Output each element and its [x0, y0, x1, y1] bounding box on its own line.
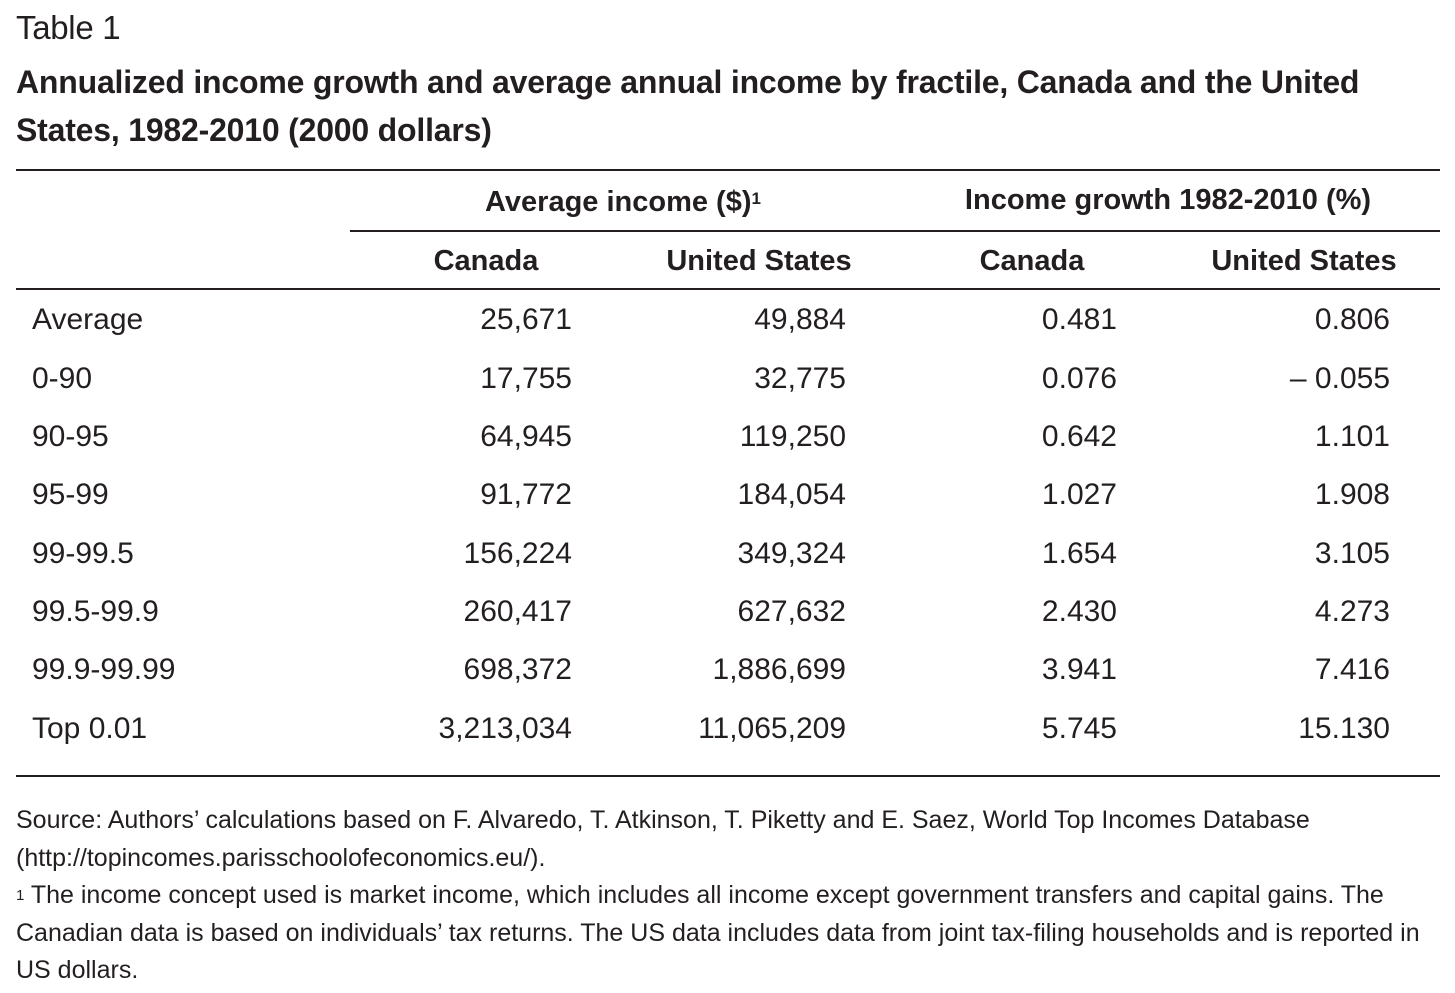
cell-us-income: 349,324	[737, 537, 846, 570]
group-header-average-income-label: Average income ($)	[485, 186, 752, 218]
footnote: 1 The income concept used is market inco…	[16, 877, 1441, 990]
row-label: 99-99.5	[32, 537, 134, 570]
group-header-rule	[350, 230, 1440, 232]
cell-canada-growth: 1.027	[1041, 478, 1117, 511]
column-header-us-income: United States	[666, 245, 852, 277]
top-rule	[16, 169, 1440, 171]
cell-us-growth: 0.806	[1314, 303, 1390, 336]
row-label: 95-99	[32, 478, 109, 511]
column-header-us-growth: United States	[1211, 245, 1397, 277]
footnote-mark-1: 1	[751, 189, 761, 208]
cell-us-growth: 15.130	[1298, 712, 1390, 745]
table-notes: Source: Authors’ calculations based on F…	[16, 802, 1441, 990]
cell-canada-income: 91,772	[480, 478, 572, 511]
cell-us-income: 11,065,209	[698, 712, 846, 745]
header-bottom-rule	[16, 288, 1440, 290]
cell-us-income: 184,054	[737, 478, 846, 511]
cell-canada-income: 64,945	[480, 420, 572, 453]
cell-canada-growth: 3.941	[1041, 653, 1117, 686]
cell-us-growth: 1.908	[1314, 478, 1390, 511]
footnote-text: The income concept used is market income…	[16, 881, 1420, 984]
row-label: Top 0.01	[32, 712, 148, 745]
cell-us-income: 1,886,699	[712, 653, 846, 686]
cell-canada-income: 25,671	[480, 303, 572, 336]
cell-canada-income: 156,224	[463, 537, 572, 570]
cell-us-growth: 1.101	[1314, 420, 1390, 453]
bottom-rule	[16, 775, 1440, 777]
source-note: Source: Authors’ calculations based on F…	[16, 806, 1310, 872]
row-label: 99.5-99.9	[32, 595, 159, 628]
group-header-income-growth: Income growth 1982-2010 (%)	[964, 184, 1372, 216]
cell-canada-growth: 0.076	[1041, 362, 1117, 395]
cell-canada-growth: 0.481	[1041, 303, 1117, 336]
cell-canada-growth: 2.430	[1041, 595, 1117, 628]
row-label: Average	[32, 303, 144, 336]
cell-us-income: 32,775	[754, 362, 846, 395]
cell-us-growth: – 0.055	[1289, 362, 1390, 395]
cell-us-income: 49,884	[754, 303, 846, 336]
cell-us-income: 119,250	[739, 420, 846, 453]
row-label: 0-90	[32, 362, 93, 395]
row-label: 90-95	[32, 420, 109, 453]
cell-canada-income: 698,372	[463, 653, 572, 686]
group-header-average-income: Average income ($)1	[350, 184, 896, 220]
row-label: 99.9-99.99	[32, 653, 176, 686]
cell-canada-income: 260,417	[463, 595, 572, 628]
cell-us-income: 627,632	[737, 595, 846, 628]
table-title: Annualized income growth and average ann…	[16, 64, 1360, 148]
cell-canada-growth: 0.642	[1041, 420, 1117, 453]
column-header-canada-income: Canada	[433, 245, 539, 277]
cell-canada-income: 3,213,034	[438, 712, 572, 745]
cell-canada-growth: 5.745	[1041, 712, 1117, 745]
cell-us-growth: 4.273	[1314, 595, 1390, 628]
cell-canada-income: 17,755	[480, 362, 572, 395]
cell-us-growth: 3.105	[1314, 537, 1390, 570]
cell-canada-growth: 1.654	[1041, 537, 1117, 570]
table-label: Table 1	[16, 9, 121, 46]
cell-us-growth: 7.416	[1314, 653, 1390, 686]
column-header-canada-growth: Canada	[979, 245, 1085, 277]
footnote-mark: 1	[16, 887, 25, 904]
